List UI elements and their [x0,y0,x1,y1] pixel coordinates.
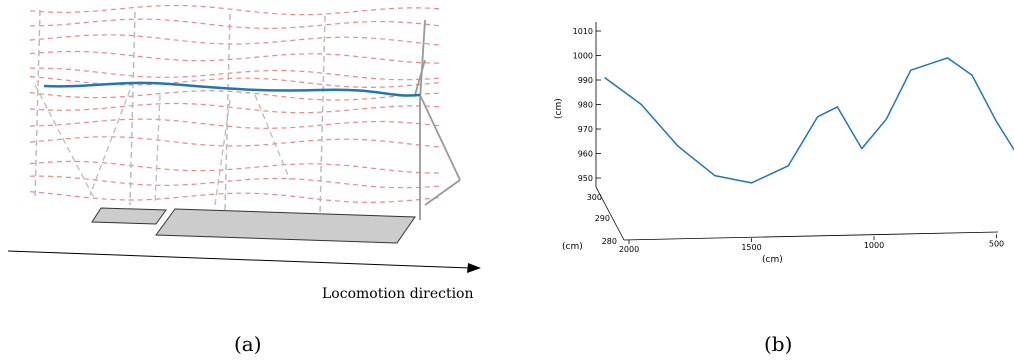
x-tick-label: 500 [989,239,1004,248]
x-axis-ticks: 2000150010005000-500-1000 [619,234,1004,254]
dashed-trajectory [29,160,440,174]
dashed-trajectory [29,18,441,30]
locomotion-direction-label: Locomotion direction [322,286,474,302]
leg-frames [414,19,461,220]
center-of-mass-trajectory [43,81,421,97]
x-tick-label: 1000 [864,241,884,250]
solid-leg-segment [419,94,461,181]
z-tick-label: 1000 [573,52,593,61]
z-tick-label: 980 [578,101,593,110]
panel-b-3d-plot: 950 960 970 980 990 1000 1010 280 290 300 2000 15… [554,22,1014,356]
dashed-leg-frame [224,13,231,211]
solid-leg-segment [424,179,461,206]
series-line [604,57,1014,184]
dashed-trajectory [29,102,441,114]
dashed-leg-frame [319,15,326,215]
z-tick-label: 960 [578,150,593,159]
z-tick-label: 990 [578,76,593,85]
y-tick-label: 280 [602,237,617,246]
dashed-trajectory [29,118,441,129]
y-tick-label: 290 [595,214,610,223]
y-axis-ticks: 280 290 300 [587,193,617,246]
dashed-leg-segment [214,99,231,206]
dashed-trajectory [29,191,441,204]
dashed-trajectory [29,34,441,46]
z-tick-label: 970 [578,125,593,134]
footprint-right [155,208,416,244]
y-axis-label: (cm) [562,242,583,252]
solid-leg-segment [419,19,426,101]
y-axis-line [595,186,625,241]
z-tick-label: 1010 [573,27,593,36]
solid-leg-segment [414,59,426,96]
x-tick-label: 2000 [619,245,639,254]
y-tick-label: 300 [587,193,602,202]
x-tick-label: 1500 [741,243,761,252]
dashed-leg-segment [254,94,291,181]
panel-b-caption: (b) [764,332,792,356]
x-axis-label: (cm) [762,255,783,265]
dashed-leg-segment [89,89,131,196]
dashed-leg-segment [34,84,96,201]
footprint-left [91,207,167,225]
dashed-trajectory [29,175,441,189]
z-axis-ticks: 950 960 970 980 990 1000 1010 [573,27,601,183]
arrow-head-icon [467,263,481,273]
z-axis-label: (cm) [554,98,564,119]
dashed-trajectory [29,76,441,89]
dashed-trajectory [29,90,441,101]
dashed-trajectory [29,136,441,148]
dashed-leg-frame [129,11,136,206]
panel-a-caption: (a) [234,332,262,356]
dashed-leg-frame [34,9,41,201]
dashed-trajectory [29,50,441,64]
body-trajectory-dashed-lines [29,4,441,215]
z-tick-label: 950 [578,174,593,183]
locomotion-arrow [7,250,471,269]
panel-a-robot-diagram: Locomotion direction (a) [7,4,481,356]
dashed-trajectory [29,4,441,16]
x-axis-line [623,231,999,241]
dashed-leg-segment [154,94,161,206]
dashed-trajectory [29,67,441,81]
